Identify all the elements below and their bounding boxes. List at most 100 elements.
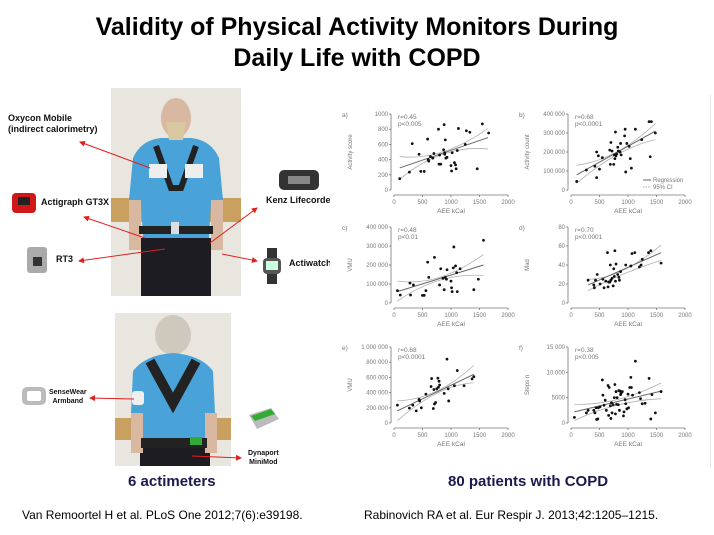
- x-tick-label: 1500: [650, 200, 664, 206]
- data-point: [640, 257, 644, 261]
- ci-upper-line: [574, 382, 662, 405]
- x-axis-label: AEE kCal: [614, 208, 642, 215]
- data-point: [614, 262, 618, 266]
- data-point: [601, 277, 605, 281]
- data-point: [609, 417, 613, 420]
- data-point: [604, 408, 608, 412]
- actigraph-device-icon: [12, 193, 36, 213]
- rt3-arrow: [78, 248, 166, 264]
- y-tick-label: 80: [558, 225, 565, 231]
- data-point: [443, 152, 447, 156]
- actigraph-arrow: [83, 215, 146, 239]
- p-value: p<0.005: [575, 354, 599, 361]
- data-point: [476, 277, 480, 281]
- data-point: [593, 164, 597, 168]
- legend-ci-label: 95% CI: [653, 185, 673, 191]
- ci-lower-line: [576, 139, 656, 184]
- data-point: [454, 167, 458, 171]
- data-point: [620, 390, 624, 393]
- data-point: [427, 275, 431, 279]
- data-point: [625, 142, 629, 145]
- caption-patients: 80 patients with COPD: [448, 473, 609, 490]
- data-point: [615, 396, 619, 400]
- data-point: [629, 264, 633, 268]
- data-point: [422, 169, 426, 173]
- kenz-arrow: [209, 207, 258, 244]
- data-point: [455, 290, 459, 293]
- y-tick-label: 1000: [375, 112, 389, 118]
- data-point: [630, 252, 634, 255]
- data-point: [623, 398, 627, 402]
- data-point: [446, 387, 450, 391]
- data-point: [429, 385, 433, 388]
- data-point: [650, 393, 654, 397]
- y-tick-label: 100 000: [366, 282, 388, 288]
- x-tick-label: 2000: [501, 433, 515, 439]
- data-point: [612, 267, 616, 271]
- r-value: r=0.68: [575, 114, 594, 121]
- data-point: [640, 138, 644, 142]
- y-tick-label: 800 000: [366, 360, 388, 366]
- sensewear-label-line1: SenseWear: [49, 389, 87, 396]
- panel-letter: d): [519, 225, 525, 232]
- data-point: [640, 402, 644, 406]
- scatter-chart-b: 0 100 000 200 000 300 000 400 000 0 500 1000 150…: [519, 112, 692, 215]
- data-point: [653, 411, 657, 415]
- patient-back-photo: [115, 313, 231, 466]
- y-tick-label: 5000: [552, 396, 566, 402]
- ci-upper-line: [397, 364, 475, 402]
- y-tick-label: 0: [562, 188, 566, 194]
- x-tick-label: 1000: [444, 313, 458, 319]
- data-point: [607, 386, 611, 389]
- ci-upper-line: [397, 254, 484, 283]
- data-point: [649, 417, 653, 421]
- x-tick-label: 0: [392, 313, 396, 319]
- data-point: [584, 168, 588, 172]
- device-arrows: [78, 140, 258, 461]
- data-point: [472, 375, 476, 379]
- data-point: [468, 130, 472, 134]
- data-point: [659, 261, 663, 265]
- data-point: [629, 376, 633, 379]
- data-point: [595, 273, 599, 276]
- scatter-chart-f: 0 5000 10 000 15 000 0 500 1000 1500 2000 AEE kCa…: [519, 345, 692, 448]
- x-tick-label: 1500: [473, 313, 487, 319]
- x-tick-label: 500: [594, 200, 605, 206]
- data-point: [603, 398, 607, 402]
- scatter-chart-a: 0 200 400 600 800 1000 0 500 1000 1500 2000 AEE kCa…: [342, 112, 515, 215]
- data-point: [612, 162, 616, 166]
- data-point: [617, 275, 621, 279]
- x-axis-label: AEE kCal: [437, 321, 465, 328]
- x-tick-label: 1500: [473, 433, 487, 439]
- x-axis-label: AEE kCal: [437, 441, 465, 448]
- data-point: [408, 281, 412, 285]
- data-point: [624, 263, 628, 267]
- data-point: [586, 278, 590, 282]
- data-point: [622, 414, 625, 418]
- data-point: [647, 377, 651, 380]
- data-point: [472, 288, 476, 292]
- data-point: [634, 359, 637, 363]
- y-tick-label: 100 000: [543, 169, 565, 175]
- ci-upper-line: [588, 244, 662, 280]
- data-point: [431, 407, 435, 410]
- x-tick-label: 0: [569, 200, 573, 206]
- y-tick-label: 0: [385, 421, 389, 427]
- x-tick-label: 1000: [444, 433, 458, 439]
- data-point: [596, 154, 600, 158]
- data-point: [604, 279, 608, 283]
- x-tick-label: 500: [417, 433, 428, 439]
- x-tick-label: 0: [569, 313, 573, 319]
- dynaport-arrow: [191, 454, 242, 461]
- data-point: [450, 286, 453, 290]
- data-point: [647, 251, 650, 255]
- data-point: [462, 384, 466, 388]
- dynaport-label-line1: Dynaport: [248, 450, 279, 457]
- data-point: [419, 169, 423, 173]
- data-point: [616, 273, 620, 276]
- y-tick-label: 0: [385, 301, 389, 307]
- panel-letter: b): [519, 112, 525, 119]
- y-axis-label: Activity score: [348, 134, 354, 170]
- data-point: [614, 390, 618, 393]
- data-point: [411, 283, 415, 287]
